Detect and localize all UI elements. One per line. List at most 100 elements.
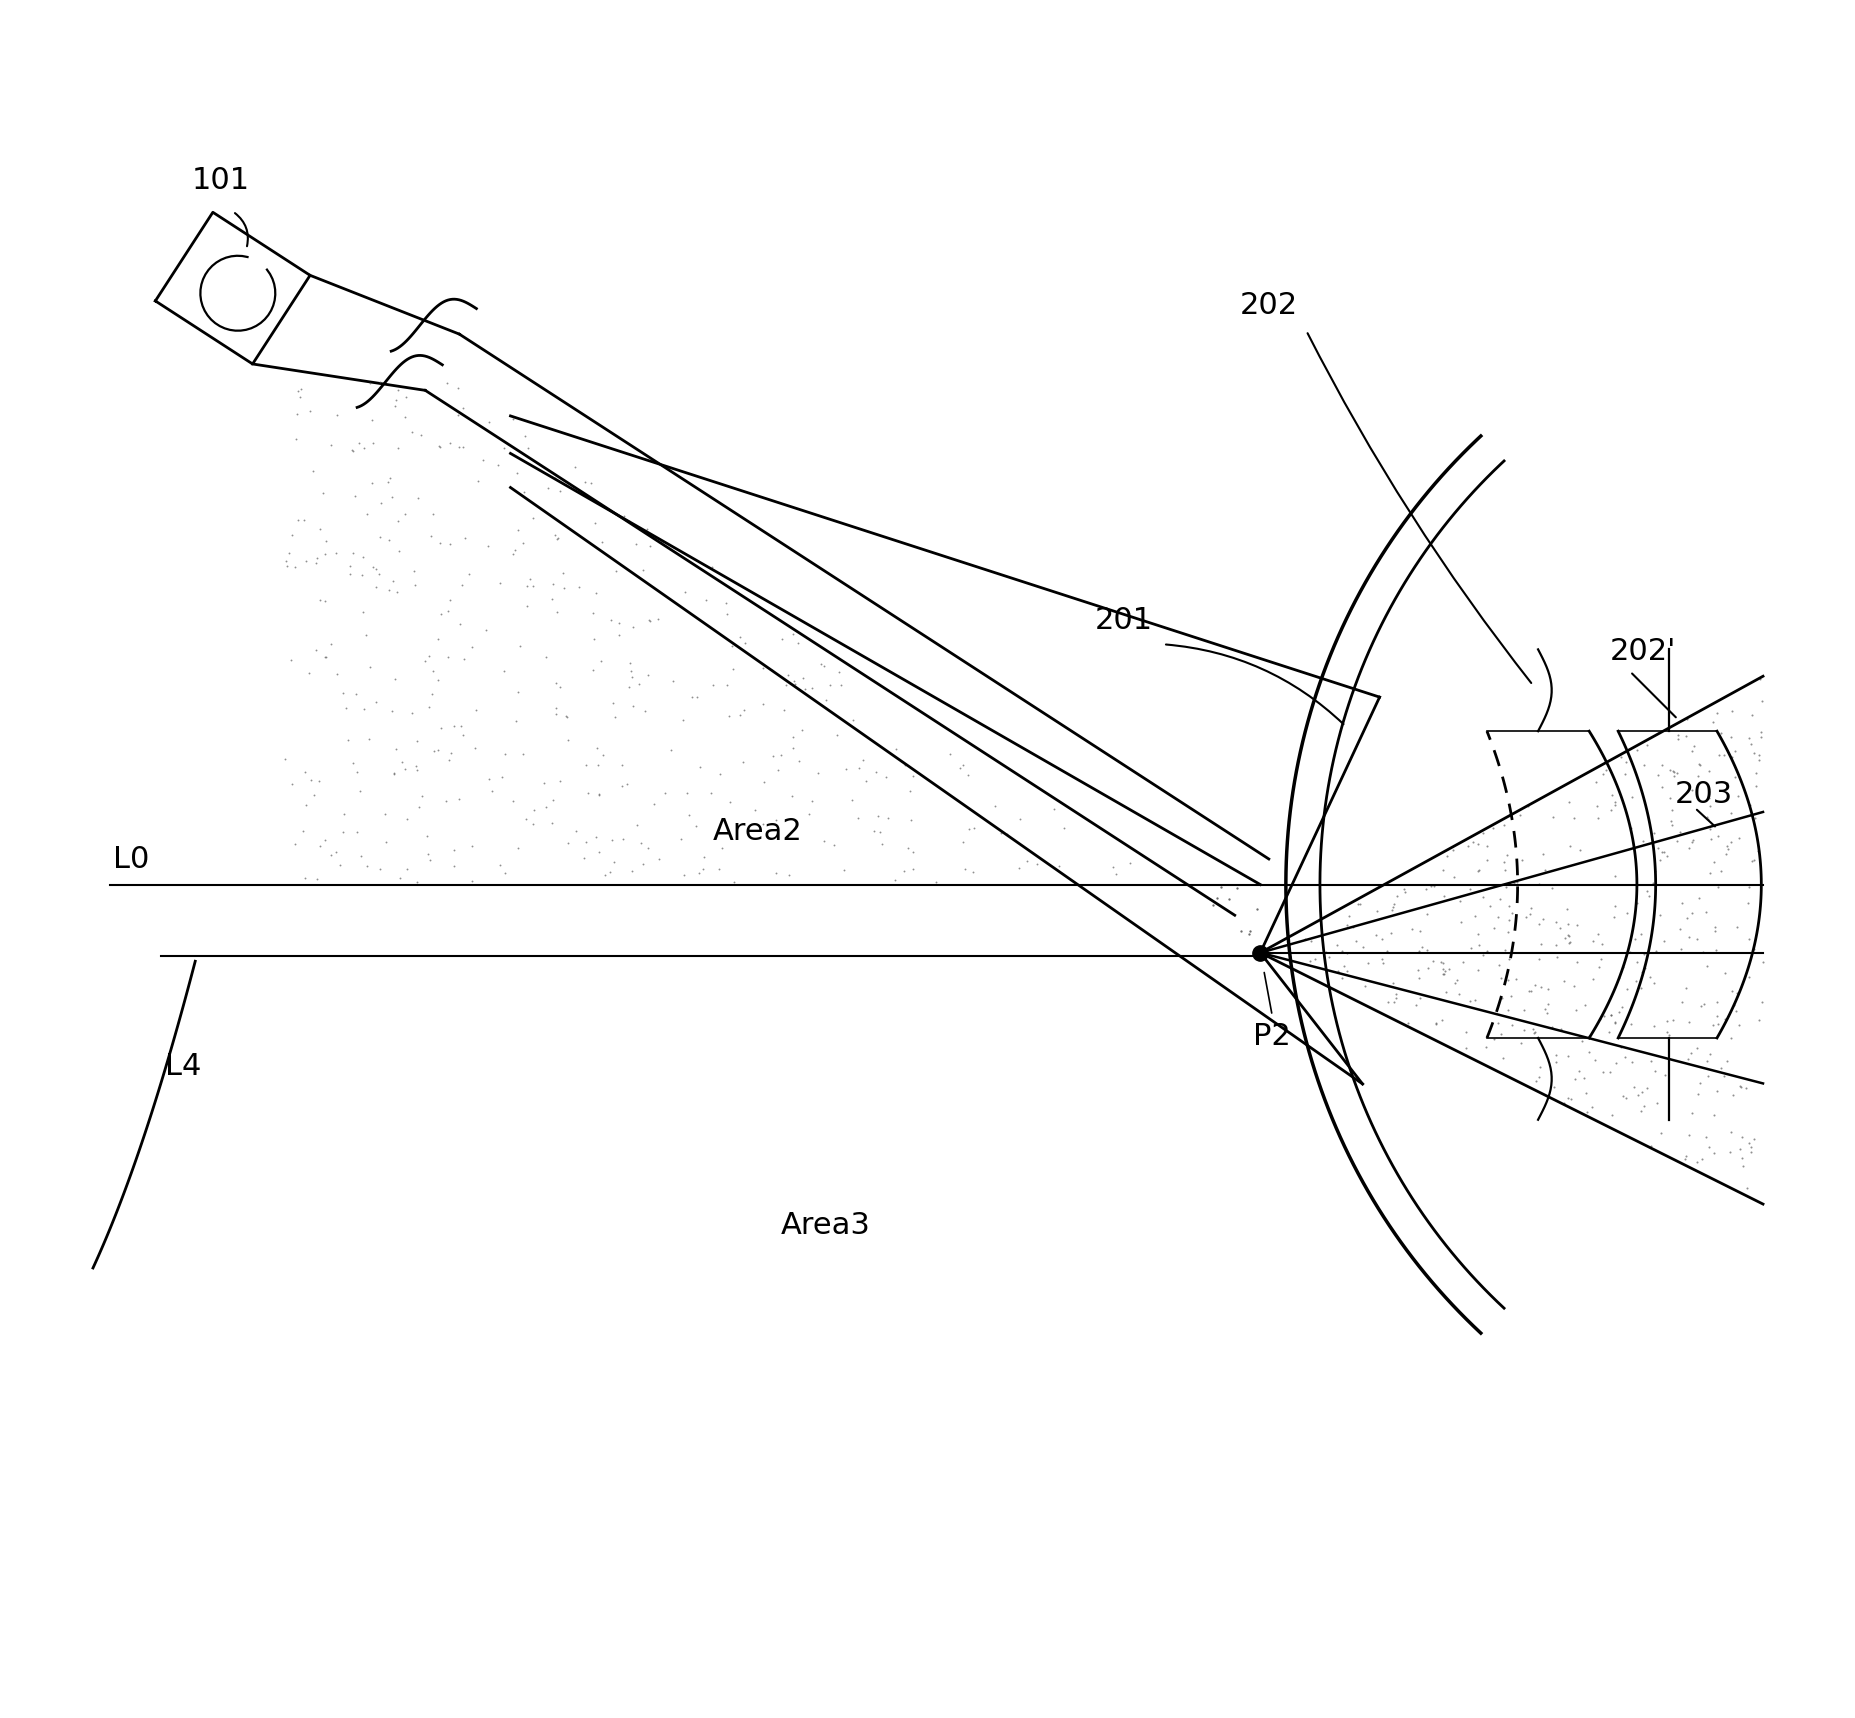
Point — [608, 502, 638, 529]
Point — [1402, 964, 1432, 991]
Point — [1688, 991, 1718, 1019]
Point — [391, 856, 421, 883]
Point — [1501, 966, 1530, 993]
Point — [844, 804, 874, 832]
Point — [577, 600, 607, 627]
Point — [1004, 854, 1033, 881]
Point — [349, 435, 378, 462]
Point — [380, 735, 410, 763]
Point — [321, 660, 351, 687]
Point — [382, 435, 412, 462]
Point — [1202, 885, 1232, 912]
Point — [293, 658, 323, 685]
Point — [284, 378, 313, 405]
Point — [1488, 849, 1517, 876]
Point — [670, 862, 699, 890]
Point — [390, 754, 419, 782]
Point — [475, 765, 505, 792]
Point — [705, 759, 735, 787]
Point — [484, 850, 514, 878]
Point — [1560, 996, 1590, 1024]
Point — [811, 694, 840, 722]
Point — [1673, 1122, 1703, 1149]
Point — [377, 698, 406, 725]
Point — [607, 751, 636, 778]
Point — [1564, 837, 1593, 864]
Point — [1573, 1022, 1603, 1050]
Point — [794, 801, 824, 828]
Point — [634, 533, 664, 560]
Point — [582, 734, 612, 761]
Point — [1523, 1063, 1553, 1091]
Point — [605, 610, 634, 637]
Point — [1723, 1012, 1753, 1039]
Point — [1313, 943, 1343, 971]
Point — [1738, 1125, 1768, 1153]
Point — [414, 643, 443, 670]
Point — [488, 763, 518, 790]
Point — [338, 438, 367, 466]
Point — [1710, 770, 1740, 797]
Point — [783, 629, 812, 656]
Point — [1417, 947, 1447, 974]
Point — [432, 598, 462, 625]
Point — [1608, 953, 1638, 981]
Point — [449, 393, 479, 421]
Point — [356, 469, 386, 497]
Point — [1412, 936, 1441, 964]
Point — [896, 806, 926, 833]
Point — [382, 579, 412, 606]
Point — [684, 754, 714, 782]
Point — [1419, 1010, 1449, 1038]
Point — [1044, 852, 1074, 880]
Point — [863, 802, 892, 830]
Point — [1579, 1046, 1608, 1074]
Point — [449, 646, 479, 673]
Point — [1605, 742, 1634, 770]
Point — [666, 825, 696, 852]
Point — [501, 536, 531, 564]
Point — [1621, 948, 1651, 976]
Point — [790, 675, 820, 703]
Point — [1464, 931, 1493, 959]
Point — [1529, 856, 1558, 883]
Point — [341, 680, 371, 708]
Point — [1642, 1089, 1671, 1117]
Point — [1493, 892, 1523, 919]
Point — [605, 622, 634, 649]
Point — [1640, 1057, 1670, 1084]
Point — [1586, 929, 1616, 957]
Point — [365, 368, 395, 395]
Point — [1701, 1077, 1731, 1105]
Point — [1347, 933, 1376, 960]
Point — [436, 430, 466, 457]
Point — [325, 850, 354, 878]
Point — [460, 735, 490, 763]
Point — [803, 759, 833, 787]
Point — [304, 768, 334, 795]
Point — [1746, 718, 1775, 746]
Point — [284, 507, 313, 534]
Point — [1434, 955, 1464, 983]
Point — [1553, 1043, 1582, 1070]
Point — [748, 691, 777, 718]
Point — [1571, 1100, 1601, 1127]
Point — [1606, 1033, 1636, 1060]
Point — [1590, 756, 1619, 783]
Point — [1642, 833, 1671, 861]
Point — [1616, 814, 1645, 842]
Point — [449, 433, 479, 460]
Point — [540, 694, 569, 722]
Point — [467, 447, 497, 474]
Point — [443, 433, 473, 460]
Point — [1692, 802, 1721, 830]
Point — [434, 746, 464, 773]
Point — [518, 572, 547, 600]
Point — [1567, 1065, 1597, 1093]
Point — [542, 598, 571, 625]
Point — [358, 430, 388, 457]
Point — [432, 643, 462, 670]
Point — [1733, 924, 1762, 952]
Point — [1501, 874, 1530, 902]
Point — [1428, 883, 1458, 911]
